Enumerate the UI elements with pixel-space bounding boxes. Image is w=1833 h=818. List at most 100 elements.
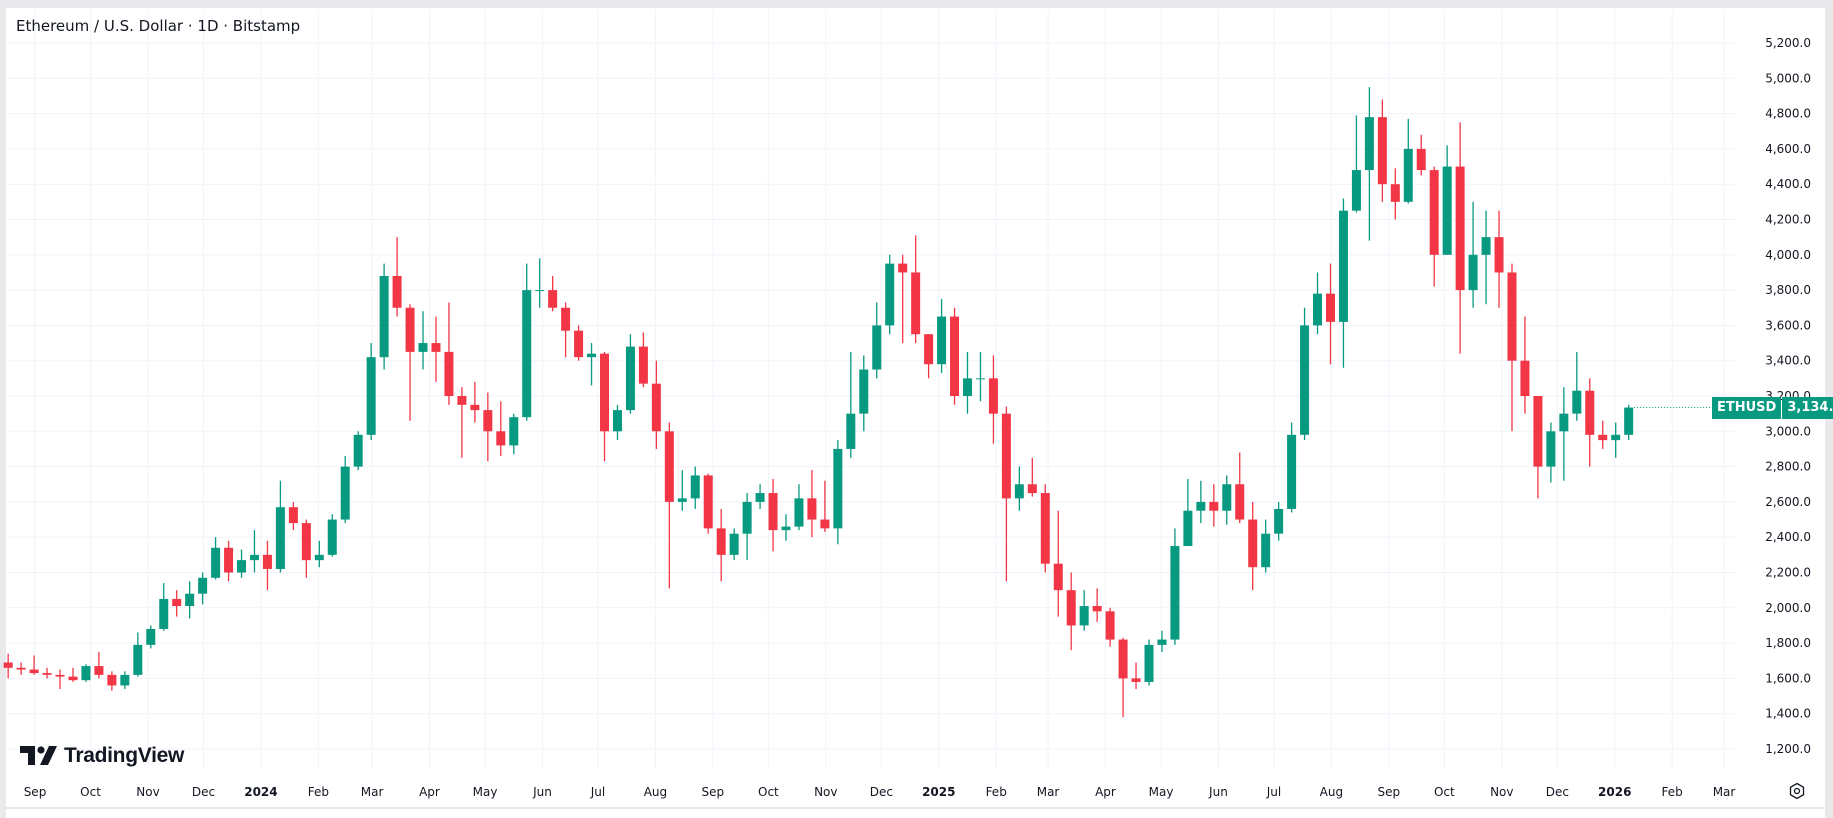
- candle: [950, 307, 960, 405]
- candle: [1598, 420, 1608, 449]
- y-tick-label: 4,800.0: [1765, 107, 1811, 121]
- candle: [1507, 263, 1517, 432]
- candle-body: [1118, 639, 1128, 679]
- gear-icon[interactable]: [1788, 782, 1806, 800]
- candle: [703, 473, 713, 534]
- candle: [1546, 422, 1556, 483]
- x-tick-label: Aug: [1320, 785, 1343, 799]
- candle-body: [496, 431, 506, 446]
- candle: [1066, 572, 1076, 651]
- candle-body: [1338, 210, 1348, 322]
- time-axis: Sep Oct Nov Dec 2024 Feb Mar Apr May Jun Jul Aug Sep…: [24, 785, 1736, 799]
- candle: [561, 302, 571, 358]
- candle: [587, 343, 597, 386]
- candle: [172, 590, 182, 617]
- candle: [237, 549, 247, 578]
- candle: [470, 381, 480, 423]
- candle: [1157, 630, 1167, 652]
- y-tick-label: 5,200.0: [1765, 36, 1811, 50]
- candle-body: [522, 290, 532, 418]
- candle-body: [1546, 431, 1556, 467]
- candle-body: [1507, 272, 1517, 361]
- candle: [755, 484, 765, 509]
- candle: [327, 514, 337, 557]
- y-tick-label: 3,000.0: [1765, 424, 1811, 438]
- candle-body: [1066, 590, 1076, 626]
- candle-body: [703, 475, 713, 529]
- candle-body: [3, 662, 13, 668]
- candle: [1533, 396, 1543, 499]
- candle-body: [1300, 325, 1310, 435]
- candle: [859, 355, 869, 432]
- candle-body: [1144, 644, 1154, 682]
- candle-body: [1053, 563, 1063, 591]
- candle-body: [1572, 390, 1582, 414]
- y-tick-label: 3,600.0: [1765, 318, 1811, 332]
- y-tick-label: 3,800.0: [1765, 283, 1811, 297]
- candle-body: [612, 410, 622, 432]
- candle: [742, 493, 752, 561]
- candle-body: [1481, 237, 1491, 255]
- candle-body: [120, 674, 130, 686]
- candle-body: [1364, 117, 1374, 171]
- candle-body: [1248, 519, 1258, 568]
- candle: [1131, 662, 1141, 689]
- x-tick-label: Nov: [136, 785, 159, 799]
- candle: [1585, 378, 1595, 467]
- tradingview-watermark[interactable]: TradingView: [20, 744, 184, 768]
- candle: [1222, 475, 1232, 525]
- x-tick-label: Nov: [814, 785, 837, 799]
- x-tick-label: Oct: [80, 785, 101, 799]
- candle: [924, 334, 934, 379]
- x-tick-label: Sep: [1377, 785, 1400, 799]
- candle: [55, 669, 65, 689]
- candle-body: [1001, 413, 1011, 499]
- candle: [211, 537, 221, 580]
- candle: [457, 387, 467, 458]
- candle: [574, 325, 584, 361]
- candle: [820, 480, 830, 532]
- candle-body: [146, 628, 156, 645]
- y-tick-label: 2,200.0: [1765, 566, 1811, 580]
- candle: [1053, 510, 1063, 617]
- candle-body: [198, 577, 208, 594]
- grid: [8, 10, 1735, 770]
- candle: [690, 466, 700, 509]
- y-tick-label: 2,000.0: [1765, 601, 1811, 615]
- candle-body: [1429, 170, 1439, 255]
- last-price-tag: ETHUSD 3,134.5: [1712, 396, 1833, 419]
- candle: [794, 484, 804, 531]
- candle-body: [1403, 148, 1413, 202]
- candle: [1274, 501, 1284, 541]
- candle: [1261, 519, 1271, 573]
- candle: [431, 316, 441, 382]
- candle: [768, 478, 778, 552]
- candle-body: [379, 275, 389, 358]
- candle: [379, 263, 389, 370]
- x-tick-label: Jul: [1266, 785, 1281, 799]
- candle-body: [483, 410, 493, 432]
- candle: [1248, 501, 1258, 591]
- candle-body: [288, 507, 298, 524]
- candle: [638, 332, 648, 388]
- candle-body: [366, 357, 376, 435]
- candle-body: [1494, 237, 1504, 273]
- watermark-text: TradingView: [64, 744, 185, 767]
- candle-body: [42, 673, 52, 675]
- candle: [405, 304, 415, 421]
- x-tick-label: Sep: [24, 785, 47, 799]
- candle-body: [1377, 117, 1387, 185]
- candle: [1209, 484, 1219, 527]
- candle: [133, 632, 143, 677]
- candles: [3, 87, 1634, 718]
- x-tick-label: Oct: [1434, 785, 1455, 799]
- candle: [496, 401, 506, 457]
- candle-body: [444, 351, 454, 396]
- candle: [548, 275, 558, 312]
- candle: [483, 392, 493, 462]
- price-tag-symbol: ETHUSD: [1712, 396, 1782, 419]
- candle: [1105, 607, 1115, 647]
- candle: [1040, 484, 1050, 573]
- candle: [781, 514, 791, 541]
